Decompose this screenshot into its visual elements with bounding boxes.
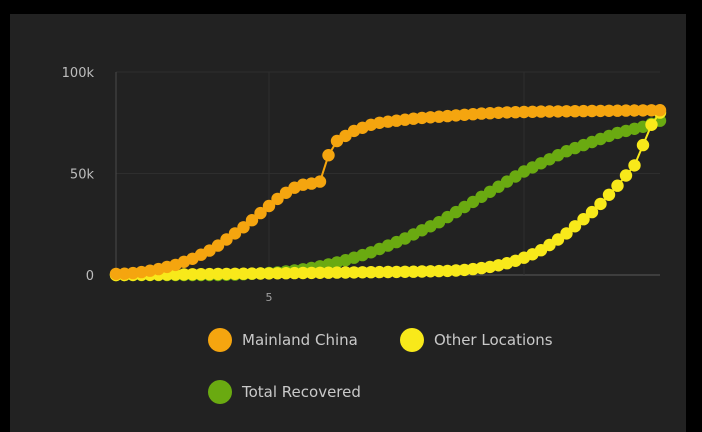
data-point-other-locations[interactable] — [619, 169, 633, 182]
y-tick-label-1: 50k — [70, 168, 95, 183]
legend-swatch-other-locations — [400, 328, 424, 352]
data-point-mainland-china[interactable] — [245, 214, 259, 227]
data-point-other-locations[interactable] — [611, 179, 624, 192]
data-point-other-locations[interactable] — [568, 220, 582, 233]
data-point-other-locations[interactable] — [577, 213, 590, 226]
data-point-mainland-china[interactable] — [313, 175, 327, 188]
y-tick-label-2: 100k — [62, 66, 95, 81]
data-point-mainland-china[interactable] — [262, 199, 276, 213]
data-point-mainland-china[interactable] — [237, 221, 250, 234]
legend-label-other-locations: Other Locations — [434, 331, 553, 349]
legend-swatch-mainland-china — [208, 328, 232, 352]
data-point-other-locations[interactable] — [645, 118, 658, 131]
data-point-mainland-china[interactable] — [322, 149, 335, 162]
legend-item-other-locations[interactable]: Other Locations — [400, 328, 553, 352]
y-axis-ticks: 0 50k 100k — [62, 66, 95, 284]
data-point-other-locations[interactable] — [594, 197, 607, 211]
x-axis: 5 — [266, 291, 273, 304]
data-point-other-locations[interactable] — [628, 159, 641, 172]
legend-swatch-total-recovered — [208, 380, 232, 404]
y-tick-label-0: 0 — [86, 269, 94, 284]
data-point-other-locations[interactable] — [585, 205, 599, 219]
x-tick-label: 5 — [266, 291, 273, 304]
data-point-other-locations[interactable] — [602, 188, 616, 201]
legend-label-mainland-china: Mainland China — [242, 331, 358, 349]
data-point-mainland-china[interactable] — [653, 104, 667, 117]
data-point-other-locations[interactable] — [560, 227, 573, 240]
legend-item-total-recovered[interactable]: Total Recovered — [208, 380, 361, 404]
data-point-other-locations[interactable] — [636, 138, 650, 152]
series-mainland-china — [109, 104, 667, 281]
legend-item-mainland-china[interactable]: Mainland China — [208, 328, 358, 352]
legend-label-total-recovered: Total Recovered — [242, 383, 361, 401]
data-point-mainland-china[interactable] — [254, 206, 267, 220]
series-layer — [109, 104, 667, 282]
